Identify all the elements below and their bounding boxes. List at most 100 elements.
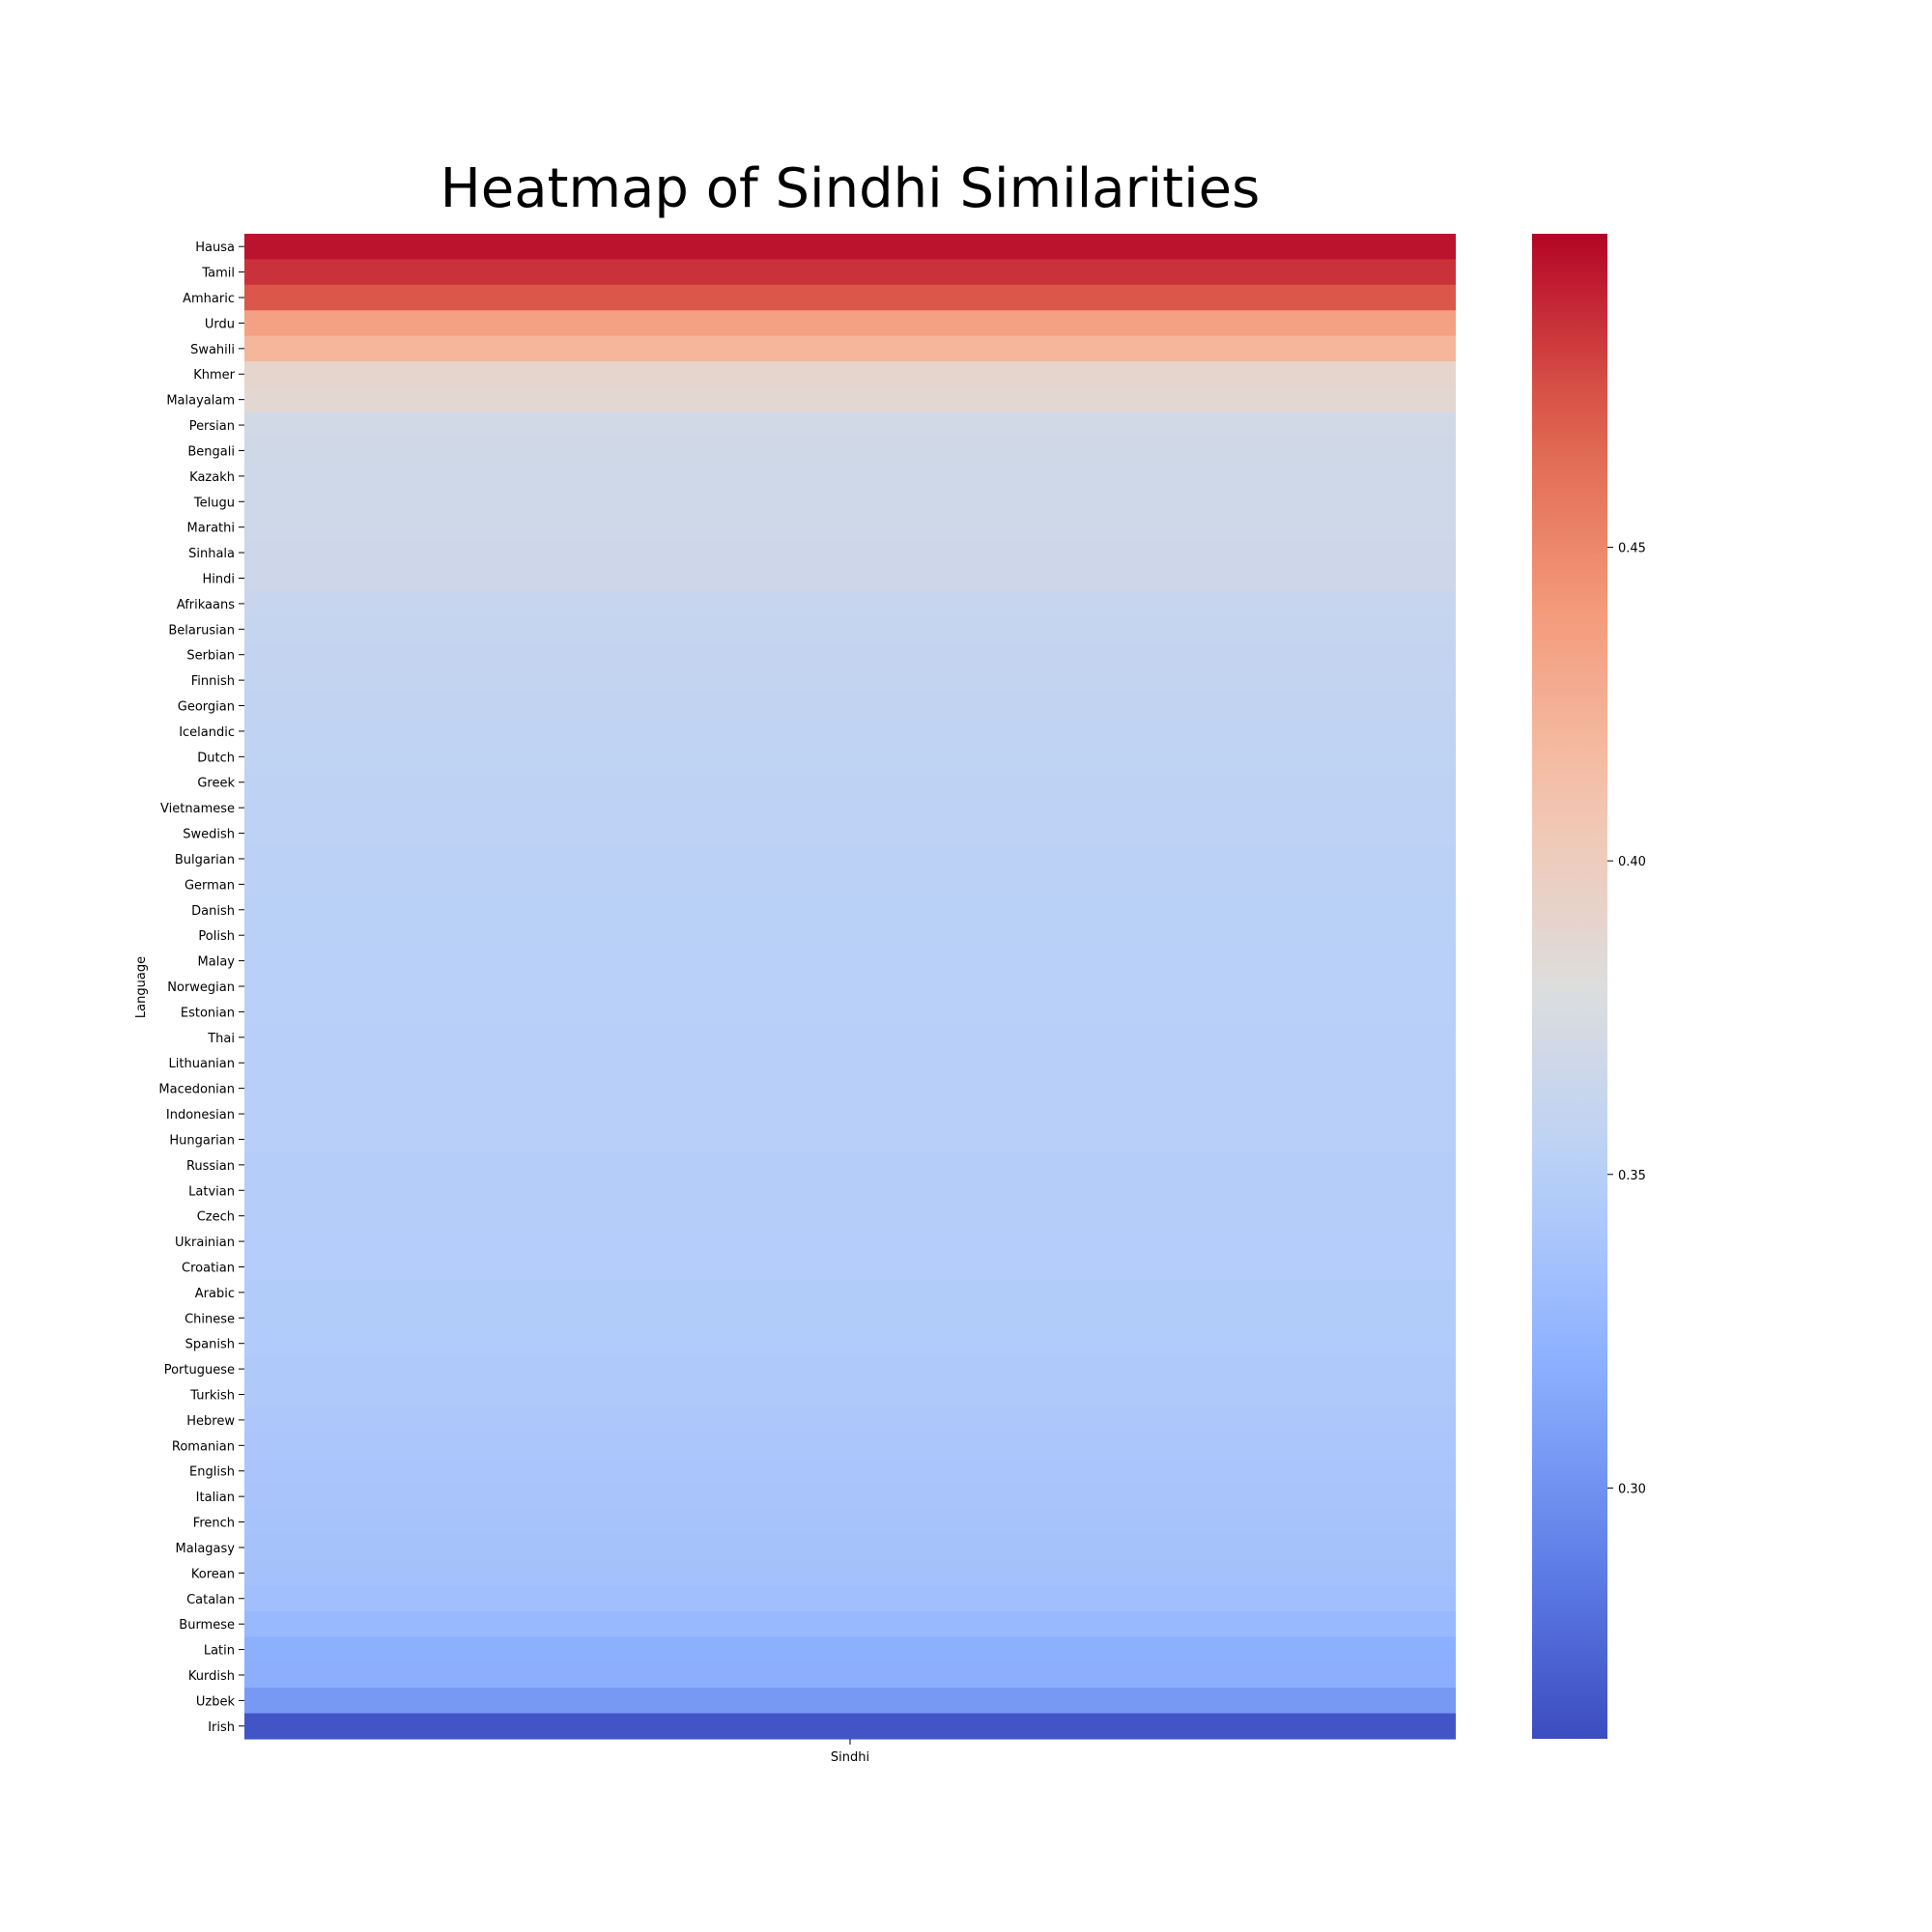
heatmap-cell [244, 386, 1456, 413]
y-axis-label: Language [134, 956, 149, 1018]
y-tick-label: Tamil [201, 267, 235, 281]
heatmap-cell [244, 744, 1456, 771]
y-tick-label: Irish [208, 1720, 235, 1735]
heatmap-cell [244, 1305, 1456, 1332]
heatmap-cell [244, 820, 1456, 847]
y-tick-label: Belarusian [168, 623, 235, 638]
heatmap-cell [244, 1024, 1456, 1051]
heatmap-cell [244, 1458, 1456, 1485]
column-labels: Sindhi [831, 1739, 869, 1765]
heatmap-cell [244, 1688, 1456, 1715]
heatmap-cell [244, 1509, 1456, 1536]
heatmap-cell [244, 1355, 1456, 1382]
y-tick-label: Uzbek [196, 1694, 236, 1709]
y-tick-label: Thai [207, 1032, 235, 1046]
heatmap-cell [244, 948, 1456, 975]
heatmap-cell [244, 896, 1456, 923]
y-tick-label: Latin [204, 1644, 235, 1659]
heatmap-cell [244, 871, 1456, 898]
y-tick-label: Portuguese [164, 1363, 235, 1378]
heatmap-cell [244, 718, 1456, 745]
y-tick-label: Italian [196, 1491, 235, 1505]
heatmap-cell [244, 1713, 1456, 1740]
y-tick-label: Arabic [195, 1287, 235, 1301]
heatmap-cell [244, 1228, 1456, 1255]
heatmap-cell [244, 335, 1456, 362]
heatmap-cell [244, 794, 1456, 821]
heatmap-cell [244, 845, 1456, 872]
colorbar-ticks: 0.30 0.35 0.40 0.45 [1607, 542, 1646, 1496]
y-tick-label: Russian [186, 1159, 235, 1174]
heatmap-cell [244, 310, 1456, 337]
y-tick-label: Georgian [178, 700, 235, 715]
heatmap-cell [244, 999, 1456, 1026]
colorbar [1532, 234, 1607, 1739]
y-tick-label: Burmese [179, 1618, 235, 1633]
heatmap-cell [244, 693, 1456, 720]
y-tick-label: English [189, 1465, 235, 1480]
heatmap-cell [244, 514, 1456, 541]
heatmap-cell [244, 412, 1456, 439]
y-tick-label: Sinhala [188, 547, 235, 561]
heatmap-cell [244, 1560, 1456, 1587]
heatmap-cell [244, 1126, 1456, 1153]
heatmap-cell [244, 1662, 1456, 1689]
heatmap-cell [244, 1254, 1456, 1281]
y-tick-label: Khmer [193, 368, 235, 383]
y-tick-label: Hungarian [169, 1133, 235, 1148]
heatmap-cells [244, 234, 1456, 1740]
y-tick-label: Danish [191, 904, 235, 919]
heatmap-cell [244, 1151, 1456, 1179]
y-tick-label: Catalan [186, 1593, 235, 1607]
heatmap-cell [244, 590, 1456, 617]
heatmap-cell [244, 1483, 1456, 1510]
heatmap-cell [244, 1178, 1456, 1205]
heatmap-cell [244, 259, 1456, 286]
y-tick-label: Kurdish [188, 1669, 235, 1684]
y-tick-label: Persian [189, 419, 235, 434]
heatmap-cell [244, 1075, 1456, 1102]
y-tick-label: Polish [198, 929, 235, 944]
y-tick-label: Swahili [190, 343, 235, 357]
heatmap-cell [244, 1534, 1456, 1561]
heatmap-cell [244, 1100, 1456, 1127]
y-tick-label: Dutch [197, 751, 235, 765]
colorbar-tick-label: 0.30 [1618, 1482, 1646, 1496]
heatmap-cell [244, 361, 1456, 388]
y-tick-label: Serbian [186, 649, 235, 664]
heatmap-cell [244, 1203, 1456, 1230]
y-tick-label: Norwegian [167, 980, 235, 995]
colorbar-tick-label: 0.45 [1618, 542, 1646, 556]
colorbar-tick-label: 0.40 [1618, 855, 1646, 869]
heatmap-cell [244, 1406, 1456, 1434]
y-tick-label: Finnish [191, 674, 235, 689]
heatmap-cell [244, 1585, 1456, 1612]
heatmap-cell [244, 1433, 1456, 1460]
y-tick-label: German [185, 878, 235, 893]
y-tick-label: Hausa [195, 241, 235, 255]
y-tick-label: Latvian [188, 1184, 235, 1199]
heatmap-cell [244, 1610, 1456, 1637]
heatmap-cell [244, 489, 1456, 516]
chart-title: Heatmap of Sindhi Similarities [440, 157, 1261, 220]
y-tick-label: Croatian [182, 1261, 235, 1275]
y-tick-label: Estonian [181, 1006, 235, 1020]
heatmap-cell [244, 641, 1456, 668]
y-tick-label: Afrikaans [177, 598, 235, 612]
y-tick-label: Malagasy [176, 1542, 236, 1556]
y-tick-label: Vietnamese [160, 802, 235, 816]
y-tick-label: French [193, 1517, 235, 1531]
heatmap-cell [244, 667, 1456, 694]
y-tick-label: Urdu [205, 317, 235, 331]
y-tick-label: Chinese [185, 1312, 235, 1326]
heatmap-cell [244, 463, 1456, 490]
heatmap-cell [244, 1050, 1456, 1077]
heatmap-cell [244, 539, 1456, 566]
heatmap-cell [244, 973, 1456, 1000]
heatmap-cell [244, 1636, 1456, 1663]
y-tick-label: Bulgarian [175, 853, 235, 867]
heatmap-cell [244, 1330, 1456, 1357]
y-tick-label: Greek [197, 777, 235, 791]
y-tick-label: Kazakh [189, 470, 235, 485]
